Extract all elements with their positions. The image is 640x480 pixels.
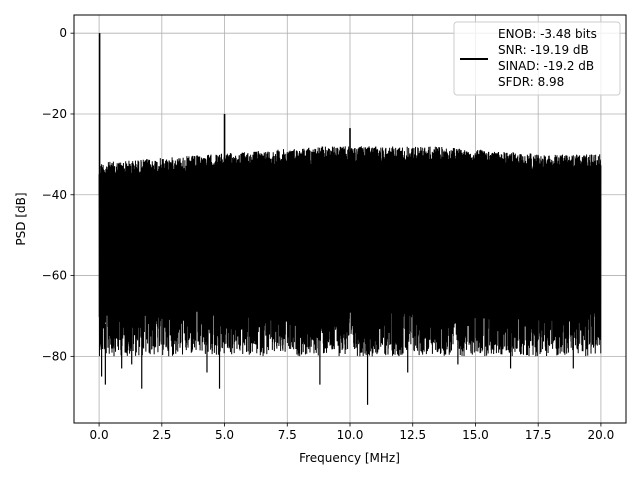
x-tick-label: 5.0 bbox=[215, 428, 234, 442]
x-tick-label: 0.0 bbox=[90, 428, 109, 442]
x-tick-label: 7.5 bbox=[278, 428, 297, 442]
x-tick-label: 10.0 bbox=[337, 428, 364, 442]
legend: ENOB: -3.48 bits SNR: -19.19 dB SINAD: -… bbox=[453, 21, 621, 96]
x-tick-label: 2.5 bbox=[152, 428, 171, 442]
y-tick-label: −80 bbox=[42, 349, 67, 363]
legend-sfdr: SFDR: 8.98 bbox=[498, 75, 564, 89]
legend-snr: SNR: -19.19 dB bbox=[498, 43, 589, 57]
y-tick-label: 0 bbox=[59, 26, 67, 40]
x-axis-label: Frequency [MHz] bbox=[299, 451, 400, 465]
legend-sinad: SINAD: -19.2 dB bbox=[498, 59, 594, 73]
y-tick-label: −60 bbox=[42, 269, 67, 283]
y-tick-label: −20 bbox=[42, 107, 67, 121]
x-axis-ticks: 0.0 2.5 5.0 7.5 10.0 12.5 15.0 17.5 20.0 bbox=[90, 423, 615, 442]
legend-enob: ENOB: -3.48 bits bbox=[498, 27, 597, 41]
x-tick-label: 12.5 bbox=[399, 428, 426, 442]
x-tick-label: 15.0 bbox=[462, 428, 489, 442]
y-axis-label: PSD [dB] bbox=[14, 192, 28, 245]
y-tick-label: −40 bbox=[42, 188, 67, 202]
x-tick-label: 17.5 bbox=[525, 428, 552, 442]
x-tick-label: 20.0 bbox=[588, 428, 615, 442]
y-axis-ticks: 0 −20 −40 −60 −80 bbox=[42, 26, 74, 363]
psd-series bbox=[98, 33, 602, 405]
legend-box bbox=[453, 21, 621, 96]
